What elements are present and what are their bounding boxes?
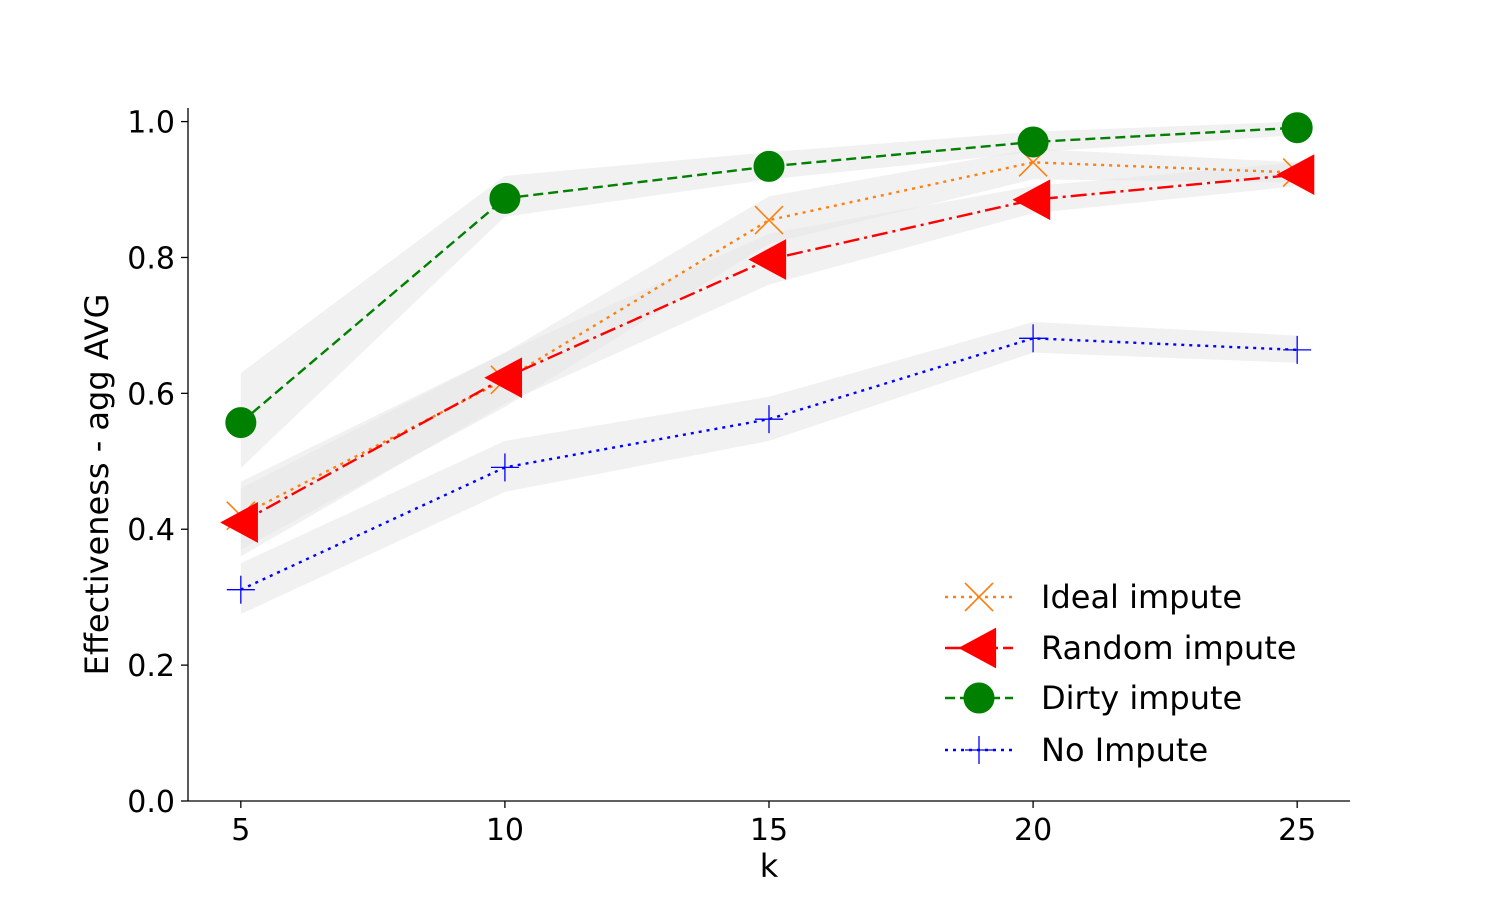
y-tick-label: 0.0 <box>127 785 175 820</box>
x-tick-label: 10 <box>486 813 524 848</box>
point-no-impute-20 <box>1019 324 1048 353</box>
series-markers <box>220 112 1315 604</box>
legend-item-dirty-impute: Dirty impute <box>945 679 1242 717</box>
x-tick-label: 25 <box>1278 813 1316 848</box>
legend-label: Ideal impute <box>1041 578 1242 616</box>
point-no-impute-15 <box>755 405 783 434</box>
x-axis-label: k <box>760 847 779 885</box>
point-random-impute-15 <box>748 239 787 280</box>
x-tick-label: 15 <box>750 813 788 848</box>
point-no-impute-10 <box>490 453 519 482</box>
y-tick-label: 0.2 <box>127 649 175 684</box>
legend-label: No Impute <box>1041 731 1208 769</box>
point-random-impute-10 <box>484 357 523 399</box>
legend: Ideal impute Random impute Dirty impute No … <box>945 578 1297 769</box>
point-dirty-impute-20 <box>1017 126 1049 158</box>
point-no-impute-5 <box>226 575 255 604</box>
y-tick-label: 1.0 <box>127 106 175 141</box>
legend-marker <box>958 627 997 669</box>
point-dirty-impute-25 <box>1281 112 1313 144</box>
band-random-impute <box>240 162 1298 557</box>
legend-item-no-impute: No Impute <box>945 731 1208 769</box>
line-no-impute <box>240 337 1298 591</box>
x-tick-label: 5 <box>231 813 250 848</box>
y-tick-label: 0.8 <box>127 241 175 276</box>
point-dirty-impute-15 <box>753 150 785 182</box>
point-random-impute-25 <box>1276 154 1315 195</box>
band-no-impute <box>240 322 1298 615</box>
x-tick-label: 20 <box>1014 813 1052 848</box>
x-ticks: 5 10 15 20 25 <box>231 801 1316 848</box>
point-ideal-impute-15 <box>754 205 784 235</box>
point-dirty-impute-10 <box>489 182 521 214</box>
y-tick-label: 0.6 <box>127 377 175 412</box>
y-ticks: 0.0 0.2 0.4 0.6 0.8 1.0 <box>127 106 188 820</box>
legend-item-random-impute: Random impute <box>945 627 1297 669</box>
y-axis-label: Effectiveness - agg AVG <box>78 294 116 676</box>
legend-marker <box>963 682 995 714</box>
legend-label: Dirty impute <box>1041 679 1242 717</box>
point-no-impute-25 <box>1283 335 1312 364</box>
legend-label: Random impute <box>1041 629 1297 667</box>
legend-marker <box>965 736 993 764</box>
point-random-impute-20 <box>1012 179 1051 221</box>
point-dirty-impute-5 <box>225 407 257 439</box>
line-dirty-impute <box>240 126 1298 424</box>
point-random-impute-5 <box>220 502 258 543</box>
band-ideal-impute <box>240 148 1298 550</box>
y-tick-label: 0.4 <box>127 513 175 548</box>
legend-marker <box>964 582 994 612</box>
legend-item-ideal-impute: Ideal impute <box>945 578 1242 616</box>
confidence-bands <box>240 121 1298 615</box>
